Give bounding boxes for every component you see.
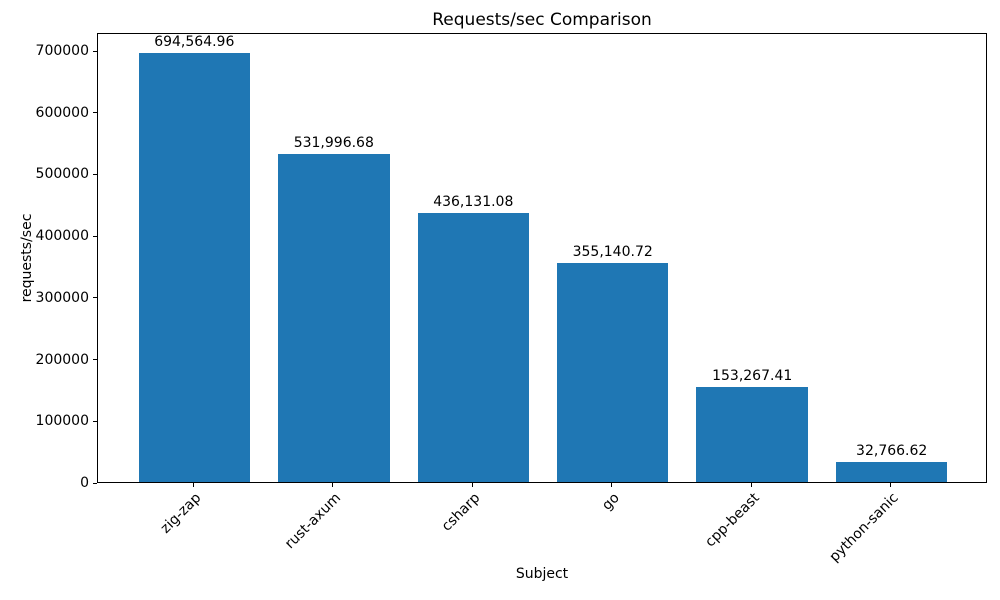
bar-value-label: 694,564.96 [154, 34, 235, 51]
x-tick-label: rust-axum [281, 490, 345, 553]
y-tick-mark [93, 235, 97, 237]
y-tick-mark [93, 112, 97, 114]
y-tick-label: 200000 [35, 351, 89, 368]
y-tick-label: 400000 [35, 228, 89, 245]
x-axis-label: Subject [515, 566, 569, 582]
x-tick-mark [192, 483, 194, 487]
y-tick-label: 300000 [35, 289, 89, 306]
chart-title: Requests/sec Comparison [432, 10, 652, 30]
plot-area: 694,564.96 531,996.68 436,131.08 355,140.72… [97, 33, 987, 483]
y-tick-mark [93, 297, 97, 299]
x-tick-mark [750, 483, 752, 487]
y-axis-label: requests/sec [19, 213, 35, 303]
bar-cpp-beast [696, 387, 808, 482]
x-tick-label: zig-zap [157, 490, 205, 537]
y-tick-mark [93, 173, 97, 175]
bar-go [556, 262, 669, 482]
x-tick-label: go [599, 490, 624, 514]
bar-value-label: 153,267.41 [712, 368, 793, 385]
y-tick-label: 600000 [35, 104, 89, 121]
y-tick-label: 500000 [35, 166, 89, 183]
y-tick-label: 700000 [35, 43, 89, 60]
bar-csharp [417, 212, 530, 482]
bar-zig-zap [138, 53, 251, 482]
bar-rust-axum [278, 153, 390, 482]
bar-value-label: 355,140.72 [572, 243, 653, 260]
x-tick-mark [611, 483, 613, 487]
x-tick-mark [332, 483, 334, 487]
y-tick-mark [93, 359, 97, 361]
x-tick-mark [471, 483, 473, 487]
y-tick-mark [93, 420, 97, 422]
bar-value-label: 436,131.08 [433, 193, 514, 210]
y-tick-label: 0 [80, 475, 89, 491]
y-tick-label: 100000 [35, 413, 89, 430]
x-tick-mark [890, 483, 892, 487]
bar-value-label: 531,996.68 [293, 134, 374, 151]
x-tick-label: python-sanic [826, 490, 903, 566]
bar-value-label: 32,766.62 [856, 442, 928, 459]
x-tick-label: csharp [438, 490, 484, 535]
bar-python-sanic [835, 461, 948, 482]
x-tick-label: cpp-beast [702, 490, 763, 551]
y-tick-mark [93, 50, 97, 52]
y-tick-mark [93, 482, 97, 484]
